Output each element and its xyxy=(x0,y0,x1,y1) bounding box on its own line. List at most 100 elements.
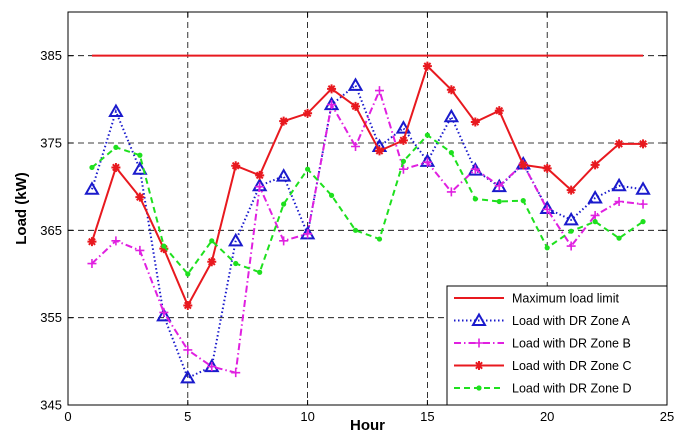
data-point xyxy=(569,188,574,193)
data-point xyxy=(494,181,504,191)
legend-marker xyxy=(474,338,484,348)
y-tick-label: 385 xyxy=(40,48,62,63)
series-4 xyxy=(87,61,648,310)
data-point xyxy=(377,148,382,153)
series-layer xyxy=(84,54,651,384)
data-point xyxy=(185,271,191,277)
data-point xyxy=(544,245,550,251)
data-point xyxy=(137,152,143,158)
data-point xyxy=(233,260,239,267)
data-point xyxy=(497,108,502,113)
data-point xyxy=(398,164,408,174)
data-point xyxy=(209,238,215,244)
data-point xyxy=(207,362,217,372)
data-point xyxy=(183,345,193,355)
data-point xyxy=(520,198,526,204)
data-point xyxy=(227,232,244,247)
data-point xyxy=(281,201,287,207)
data-point xyxy=(635,181,651,195)
data-point xyxy=(305,166,311,172)
legend-label: Maximum load limit xyxy=(512,292,619,306)
data-point xyxy=(327,100,337,110)
data-point xyxy=(449,87,454,92)
legend-item: Load with DR Zone C xyxy=(454,359,632,373)
legend-box xyxy=(446,285,668,406)
legend-item: Maximum load limit xyxy=(454,292,619,306)
x-axis-label: Hour xyxy=(350,417,385,434)
data-point xyxy=(422,157,432,167)
legend-marker xyxy=(476,385,482,391)
x-tick-label: 5 xyxy=(184,409,191,424)
data-point xyxy=(257,173,262,178)
data-point xyxy=(443,108,460,123)
data-point xyxy=(305,111,310,116)
data-point xyxy=(592,219,598,225)
data-point xyxy=(108,103,124,118)
data-point xyxy=(593,162,598,167)
data-point xyxy=(521,162,526,167)
data-point xyxy=(638,199,648,209)
data-point xyxy=(231,368,241,378)
data-point xyxy=(374,86,384,96)
data-point xyxy=(255,182,265,192)
data-point xyxy=(279,236,289,246)
legend-label: Load with DR Zone B xyxy=(512,337,631,351)
data-point xyxy=(281,119,286,124)
data-point xyxy=(161,243,167,249)
data-point xyxy=(353,104,358,109)
x-tick-label: 20 xyxy=(540,409,554,424)
y-tick-label: 355 xyxy=(40,310,62,325)
legend-marker xyxy=(477,363,481,368)
legend-item: Load with DR Zone D xyxy=(454,382,632,396)
data-point xyxy=(446,187,456,197)
data-point xyxy=(376,236,383,242)
data-point xyxy=(159,307,169,317)
data-point xyxy=(113,144,119,150)
data-point xyxy=(89,164,95,171)
data-point xyxy=(395,120,412,134)
legend: Maximum load limit Load with DR Zone A Loa… xyxy=(446,285,668,406)
data-point xyxy=(614,197,624,207)
plot-frame xyxy=(67,11,668,406)
data-point xyxy=(641,141,646,146)
data-point xyxy=(640,219,646,225)
data-point xyxy=(590,210,600,220)
data-point xyxy=(233,163,238,168)
series-line xyxy=(91,83,644,380)
y-tick-label: 345 xyxy=(40,398,62,413)
series-5 xyxy=(89,132,646,277)
grid-lines xyxy=(68,12,667,405)
data-point xyxy=(472,196,478,202)
y-tick-label: 375 xyxy=(40,136,62,151)
data-point xyxy=(113,165,118,170)
data-point xyxy=(84,181,100,195)
data-point xyxy=(617,141,622,146)
data-point xyxy=(257,269,263,275)
y-axis-label: Load (kW) xyxy=(13,172,30,245)
data-point xyxy=(328,192,335,198)
axis-ticks: 0 5 10 15 20 25 345 355 365 375 385 xyxy=(40,12,674,424)
data-point xyxy=(137,195,142,200)
series-3 xyxy=(87,86,648,378)
series-line xyxy=(91,64,644,308)
y-tick-label: 365 xyxy=(40,223,62,238)
legend-marker xyxy=(471,312,487,326)
data-point xyxy=(568,228,574,234)
x-tick-label: 15 xyxy=(420,409,434,424)
data-point xyxy=(400,158,407,164)
data-point xyxy=(135,245,145,255)
legend-label: Load with DR Zone D xyxy=(512,382,632,396)
x-tick-label: 25 xyxy=(660,409,674,424)
data-point xyxy=(563,211,579,226)
data-point xyxy=(542,204,552,214)
data-point xyxy=(185,303,190,308)
data-point xyxy=(347,77,364,91)
data-point xyxy=(470,164,480,174)
data-point xyxy=(496,198,502,205)
data-point xyxy=(425,64,430,69)
data-point xyxy=(111,236,121,246)
data-point xyxy=(180,369,196,384)
data-point xyxy=(352,227,359,233)
x-tick-label: 10 xyxy=(300,409,314,424)
